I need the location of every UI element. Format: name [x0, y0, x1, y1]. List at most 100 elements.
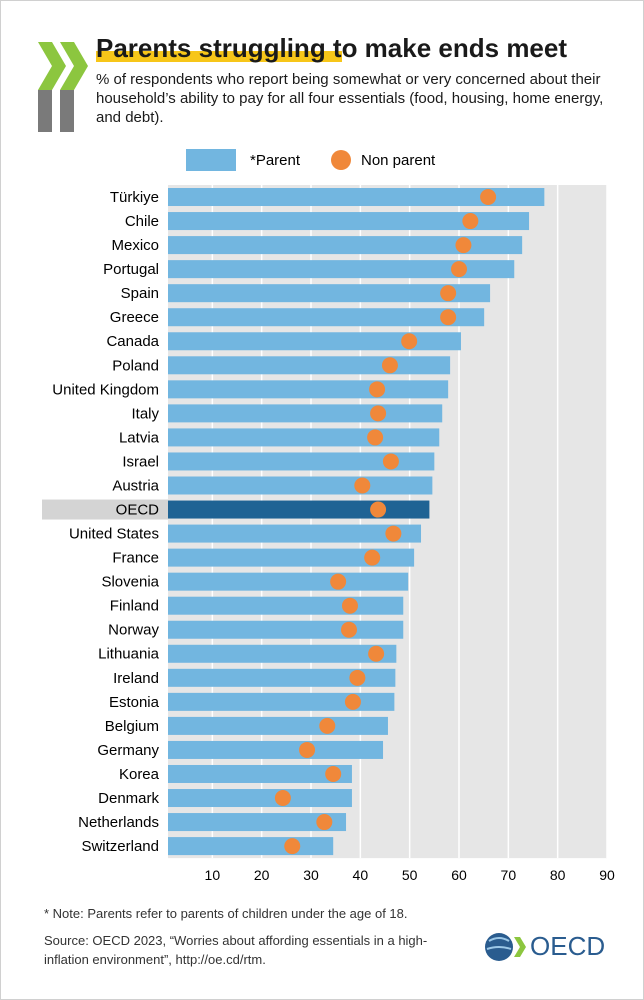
dot — [440, 309, 457, 326]
y-tick-label: Portugal — [103, 261, 159, 278]
bar — [168, 380, 449, 399]
y-tick-label: Italy — [131, 405, 159, 422]
bar — [168, 188, 545, 207]
y-tick-label: Belgium — [105, 718, 159, 735]
dot — [480, 189, 497, 206]
dot — [349, 669, 366, 686]
y-tick-label: Austria — [112, 477, 159, 494]
y-tick-label: Germany — [97, 742, 159, 759]
y-tick-label: Canada — [106, 333, 159, 350]
bar — [168, 524, 422, 543]
x-tick-label: 60 — [451, 867, 467, 883]
y-tick-label: Türkiye — [110, 189, 159, 206]
bar — [168, 644, 397, 663]
logo-chevron — [38, 42, 66, 90]
logo-chevron — [60, 90, 74, 132]
y-tick-label: Chile — [125, 213, 159, 230]
dot — [370, 501, 387, 518]
dot — [340, 621, 357, 638]
y-tick-label: Latvia — [119, 429, 160, 446]
dot — [341, 597, 358, 614]
logo-text: OECD — [530, 931, 605, 961]
dot — [455, 237, 472, 254]
dot — [354, 477, 371, 494]
y-tick-label: Norway — [108, 622, 159, 639]
dot — [370, 405, 387, 422]
bar — [168, 548, 415, 567]
legend-label: *Parent — [250, 152, 301, 169]
y-tick-label: Israel — [122, 453, 159, 470]
x-tick-label: 20 — [254, 867, 270, 883]
y-tick-label: Greece — [110, 309, 159, 326]
bar — [168, 236, 523, 255]
dot — [381, 357, 398, 374]
y-tick-label: Netherlands — [78, 814, 159, 831]
dot — [316, 814, 333, 831]
dot — [319, 717, 336, 734]
x-tick-label: 70 — [501, 867, 517, 883]
logo-chevron — [514, 937, 526, 957]
bar — [168, 716, 388, 735]
dot — [369, 381, 386, 398]
bar — [168, 308, 485, 327]
y-tick-label: Ireland — [113, 670, 159, 687]
y-tick-label: Spain — [121, 285, 159, 302]
legend-label: Non parent — [361, 152, 436, 169]
x-tick-label: 30 — [303, 867, 319, 883]
y-tick-label: Mexico — [111, 237, 159, 254]
y-tick-label: Estonia — [109, 694, 160, 711]
dot — [440, 285, 457, 302]
x-tick-label: 40 — [353, 867, 369, 883]
dot — [462, 213, 479, 230]
note: * Note: Parents refer to parents of chil… — [44, 906, 408, 921]
bar — [168, 813, 347, 832]
bar — [168, 356, 451, 375]
y-tick-label: Poland — [112, 357, 159, 374]
legend-swatch — [186, 149, 236, 171]
y-tick-label: OECD — [116, 502, 160, 519]
bar — [168, 764, 352, 783]
x-tick-label: 80 — [550, 867, 566, 883]
dot — [325, 765, 342, 782]
bar — [168, 428, 440, 447]
y-tick-label: Finland — [110, 598, 159, 615]
dot — [299, 741, 316, 758]
title-highlight — [96, 51, 342, 62]
bar — [168, 452, 435, 471]
y-tick-label: United Kingdom — [52, 381, 159, 398]
bar — [168, 212, 530, 231]
dot — [451, 261, 467, 278]
dot — [382, 453, 399, 470]
subtitle: % of respondents who report being somewh… — [96, 71, 604, 126]
source: Source: OECD 2023, “Worries about afford… — [44, 933, 428, 967]
y-tick-label: Switzerland — [81, 838, 159, 855]
legend-swatch — [331, 150, 351, 170]
title: Parents struggling to make ends meet — [96, 33, 568, 63]
logo-globe — [486, 937, 512, 950]
dot — [385, 525, 402, 542]
bar — [168, 284, 491, 303]
bar — [168, 476, 433, 495]
x-tick-label: 50 — [402, 867, 418, 883]
bar — [168, 789, 352, 808]
bar — [168, 837, 334, 856]
logo-chevron — [60, 42, 88, 90]
dot — [401, 333, 418, 350]
y-tick-label: United States — [69, 526, 159, 543]
bar — [168, 332, 461, 351]
y-tick-label: France — [112, 550, 159, 567]
dot — [344, 693, 361, 710]
logo-chevron — [38, 90, 52, 132]
x-tick-label: 10 — [205, 867, 221, 883]
dot — [274, 790, 291, 807]
bar — [168, 572, 409, 591]
y-tick-label: Denmark — [98, 790, 159, 807]
bar — [168, 404, 443, 423]
y-tick-label: Lithuania — [98, 646, 160, 663]
highlight-band — [42, 499, 168, 520]
bar — [168, 668, 396, 687]
bar — [168, 596, 404, 615]
bar — [168, 260, 515, 279]
